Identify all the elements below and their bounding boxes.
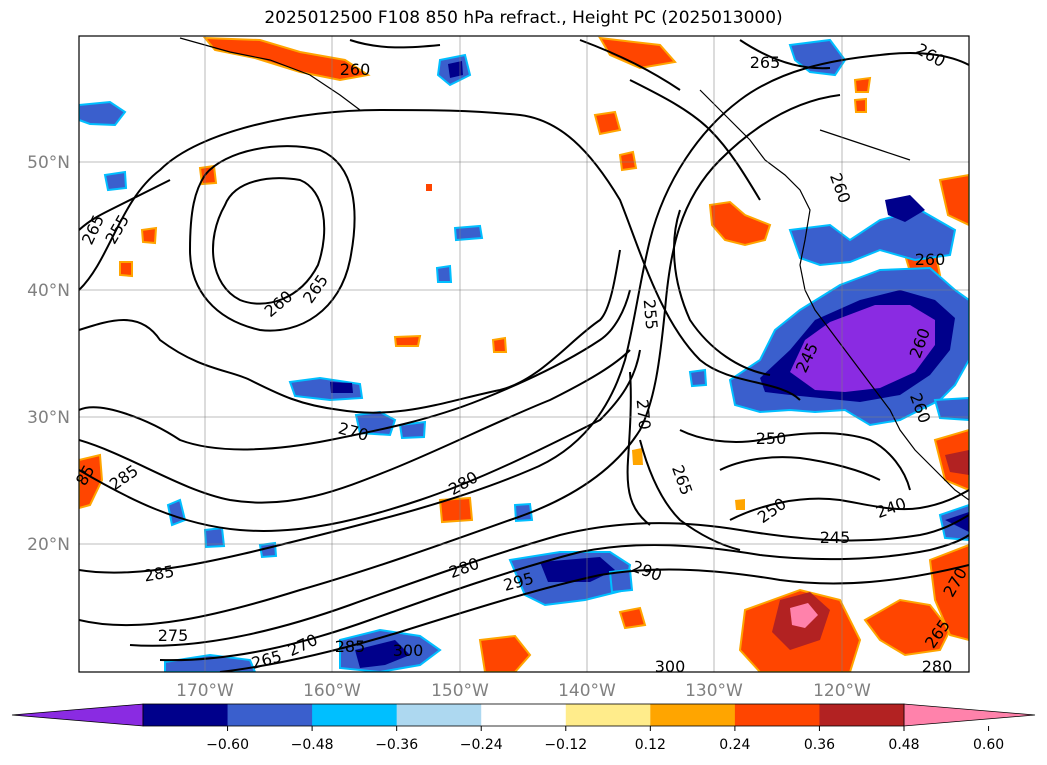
colorbar-swatch — [819, 704, 905, 726]
colorbar-tick-label: 0.48 — [888, 737, 919, 753]
lon-label-130w: 130°W — [685, 681, 743, 701]
contour-label: 255 — [640, 298, 662, 330]
lon-label-150w: 150°W — [431, 681, 489, 701]
longitude-labels: 170°W 160°W 150°W 140°W 130°W 120°W — [176, 681, 871, 701]
map-title: 2025012500 F108 850 hPa refract., Height… — [264, 8, 783, 28]
colorbar-swatch — [565, 704, 651, 726]
lon-label-120w: 120°W — [813, 681, 871, 701]
colorbar-extend-low — [11, 703, 144, 727]
colorbar-tick-label: −0.24 — [460, 737, 503, 753]
colorbar — [11, 703, 1036, 727]
contour-label: 300 — [393, 641, 424, 660]
lat-label-30n: 30°N — [27, 408, 70, 428]
colorbar-extend-high — [903, 703, 1036, 727]
lon-label-170w: 170°W — [176, 681, 234, 701]
contour-label: 270 — [633, 398, 655, 430]
lon-label-160w: 160°W — [303, 681, 361, 701]
colorbar-swatch — [734, 704, 820, 726]
colorbar-swatch — [227, 704, 313, 726]
lat-label-50n: 50°N — [27, 153, 70, 173]
contour-label: 260 — [915, 250, 946, 269]
contour-label: 300 — [655, 657, 686, 676]
lat-label-40n: 40°N — [27, 281, 70, 301]
graticule — [79, 36, 969, 672]
positive-anomaly-shading — [79, 36, 969, 672]
height-contours — [79, 39, 969, 672]
colorbar-tick-label: 0.12 — [635, 737, 666, 753]
colorbar-tick-label: 0.36 — [804, 737, 835, 753]
colorbar-tick-label: −0.48 — [291, 737, 334, 753]
colorbar-frame — [142, 703, 905, 727]
contour-label: 265 — [750, 53, 781, 72]
colorbar-tick-label: −0.60 — [206, 737, 249, 753]
contour-label: 250 — [756, 429, 787, 448]
colorbar-tick-label: −0.12 — [544, 737, 587, 753]
colorbar-swatch — [650, 704, 736, 726]
colorbar-swatch — [481, 704, 567, 726]
contour-label: 260 — [340, 60, 371, 79]
map-border — [78, 35, 970, 673]
colorbar-tick-label: 0.24 — [719, 737, 750, 753]
colorbar-swatch — [143, 704, 229, 726]
contour-label: 275 — [158, 626, 189, 645]
contour-label: 245 — [820, 528, 851, 547]
colorbar-tick-label: 0.60 — [973, 737, 1004, 753]
latitude-labels: 50°N 40°N 30°N 20°N — [27, 153, 70, 555]
contour-label: 285 — [335, 637, 366, 656]
coastline — [179, 37, 969, 501]
colorbar-ticks: −0.60 −0.48 −0.36 −0.24 −0.12 0.12 0.24 0.36 0.4… — [206, 726, 1004, 753]
colorbar-swatch — [396, 704, 482, 726]
lat-label-20n: 20°N — [27, 535, 70, 555]
colorbar-swatch — [312, 704, 398, 726]
colorbar-tick-label: −0.36 — [375, 737, 418, 753]
contour-label: 280 — [922, 657, 953, 676]
lon-label-140w: 140°W — [558, 681, 616, 701]
